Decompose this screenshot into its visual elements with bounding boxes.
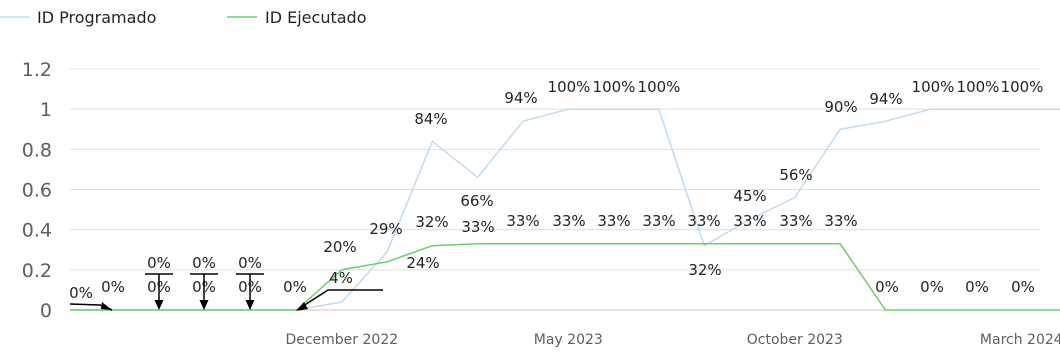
x-tick-label: October 2023 (747, 332, 843, 348)
legend-label-programado: ID Programado (37, 8, 156, 27)
data-label: 33% (733, 212, 766, 230)
data-label: 100% (912, 78, 955, 96)
y-axis: 0 0.2 0.4 0.6 0.8 1 1.2 (22, 59, 52, 322)
data-label: 100% (548, 78, 591, 96)
data-label: 0% (920, 278, 944, 296)
data-label: 94% (504, 89, 537, 107)
x-tick-label: May 2023 (534, 332, 603, 348)
data-label: 0% (69, 284, 93, 302)
series-line-ejecutado (70, 242, 1060, 311)
x-axis: December 2022 May 2023 October 2023 March 2… (285, 332, 1060, 348)
data-label: 0% (965, 278, 989, 296)
y-tick-label: 1 (40, 99, 52, 121)
data-label: 4% (329, 269, 353, 287)
data-label: 33% (824, 212, 857, 230)
data-label: 33% (642, 212, 675, 230)
data-label: 0% (192, 254, 216, 272)
data-label: 33% (779, 212, 812, 230)
data-label: 90% (824, 98, 857, 116)
legend-label-ejecutado: ID Ejecutado (265, 8, 366, 27)
y-tick-label: 0.8 (22, 139, 52, 161)
leader-arrow-head (154, 300, 164, 310)
data-label: 0% (101, 278, 125, 296)
data-label: 32% (415, 213, 448, 231)
data-label: 33% (552, 212, 585, 230)
leader-arrow-head (296, 302, 308, 311)
data-label: 20% (323, 238, 356, 256)
series-line-programado (70, 108, 1060, 311)
data-label: 56% (779, 166, 812, 184)
data-label: 24% (406, 254, 439, 272)
data-label: 100% (1001, 78, 1044, 96)
data-label: 32% (688, 261, 721, 279)
x-tick-label: December 2022 (285, 332, 398, 348)
data-label: 66% (460, 192, 493, 210)
data-label: 100% (593, 78, 636, 96)
data-label: 0% (875, 278, 899, 296)
data-label: 94% (869, 90, 902, 108)
legend: ID Programado ID Ejecutado (0, 8, 366, 27)
leader-arrow (299, 289, 383, 309)
series-lines (70, 108, 1060, 311)
data-label: 0% (147, 254, 171, 272)
y-tick-label: 0.2 (22, 260, 52, 282)
data-label: 33% (461, 218, 494, 236)
data-label: 100% (957, 78, 1000, 96)
label-leader-arrows (69, 273, 383, 311)
x-tick-label: March 2024 (980, 332, 1060, 348)
data-label: 33% (687, 212, 720, 230)
data-label: 45% (733, 187, 766, 205)
leader-arrow-head (101, 302, 112, 310)
y-tick-label: 0 (40, 300, 52, 322)
data-label: 29% (369, 220, 402, 238)
data-label: 0% (283, 278, 307, 296)
y-tick-label: 1.2 (22, 59, 52, 81)
leader-arrow-head (199, 300, 209, 310)
y-tick-label: 0.4 (22, 220, 52, 242)
data-label: 33% (597, 212, 630, 230)
data-label: 0% (238, 254, 262, 272)
data-labels: 0% 0% 0% 0% 0% 0% 0% 0% 0% 20% 4% 29%24% 84% 32% 66% 33… (69, 78, 1043, 302)
data-label: 0% (1011, 278, 1035, 296)
y-tick-label: 0.6 (22, 180, 52, 202)
data-label: 100% (638, 78, 681, 96)
data-label: 33% (506, 212, 539, 230)
data-label: 84% (414, 110, 447, 128)
leader-arrow-head (245, 300, 255, 310)
